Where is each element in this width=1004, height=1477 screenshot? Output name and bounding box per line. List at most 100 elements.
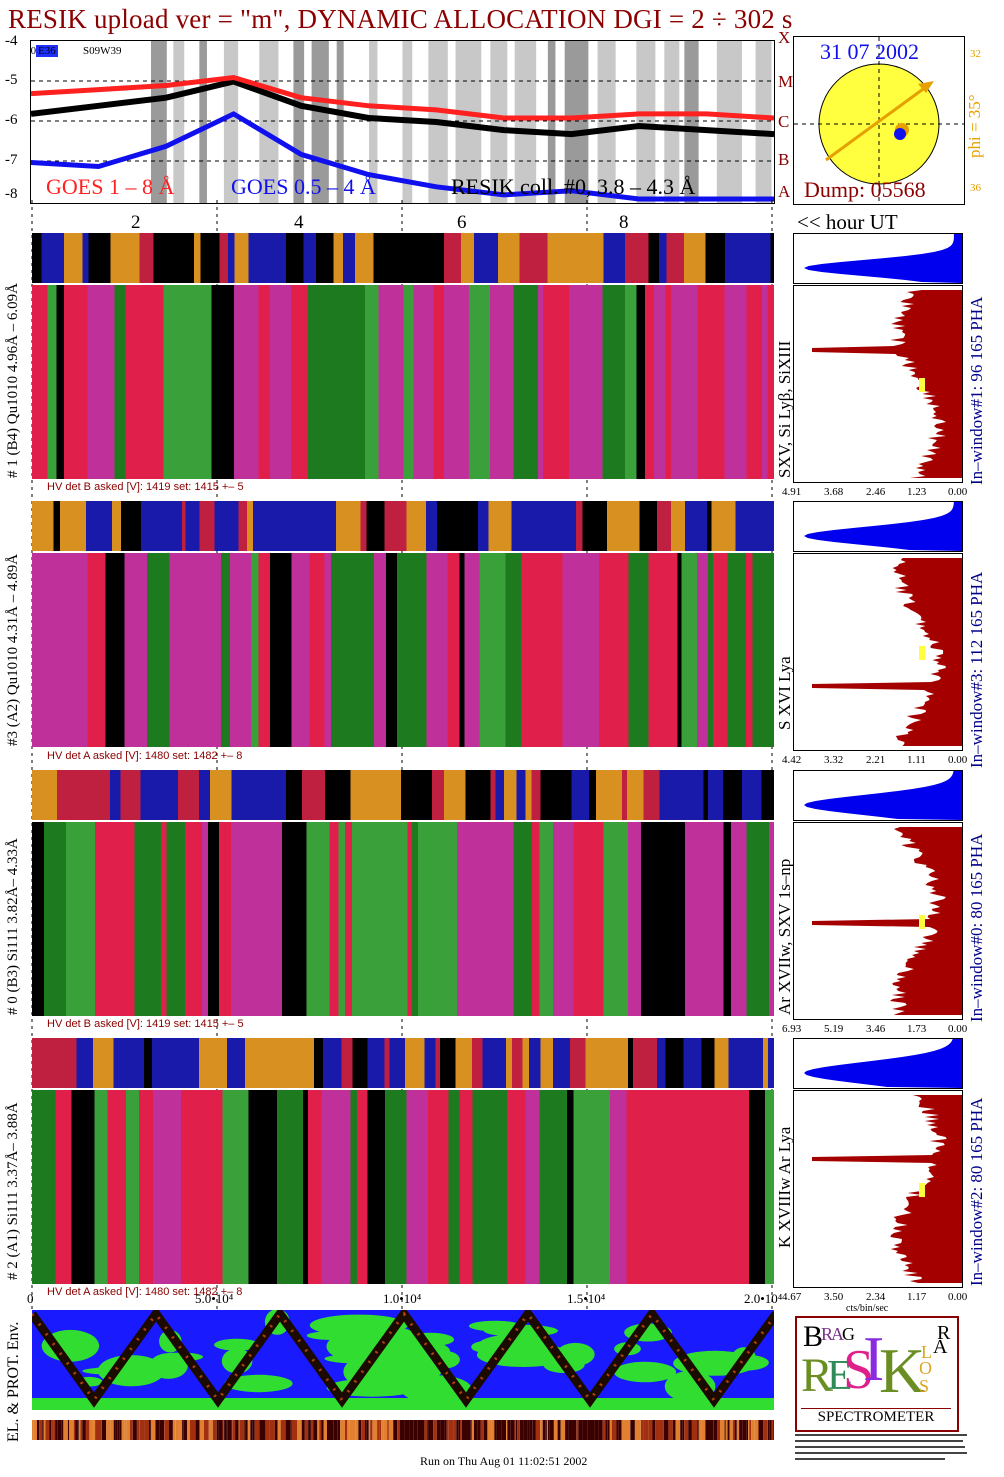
heat-cell (630, 1420, 635, 1440)
heat-cell (461, 1420, 466, 1440)
env-plot (32, 1310, 774, 1410)
heat-cell (598, 1420, 603, 1440)
legend-goes-054: GOES 0.5 – 4 Å (231, 174, 376, 199)
heat-cell (668, 1420, 673, 1440)
heat-cell (535, 1420, 541, 1440)
heat-cell (578, 1420, 583, 1440)
heat-cell (75, 1420, 78, 1440)
heat-cell (510, 1420, 515, 1440)
heat-cell (529, 1420, 533, 1440)
window-label-2: In–window#3: 112 165 PHA (967, 571, 986, 768)
heat-cell (746, 1420, 749, 1440)
heat-cell (648, 1420, 653, 1440)
spectrum-marker (919, 646, 925, 660)
heat-cell (250, 1420, 253, 1440)
heat-cell (117, 1420, 120, 1440)
heat-cell (634, 1420, 638, 1440)
heat-cell (583, 1420, 588, 1440)
heat-cell (771, 1420, 774, 1440)
heat-cell (93, 1420, 96, 1440)
heat-cell (724, 1420, 726, 1440)
heat-cell (542, 1420, 546, 1440)
goes-panel: S20 E36 S09W39 GOES 1 – 8 Å GOES 0.5 – 4… (30, 40, 775, 204)
spec2-xt-4: 1.11 (907, 754, 926, 766)
heat-cell (506, 1420, 508, 1440)
heat-cell (199, 1420, 204, 1440)
heat-cell (51, 1420, 54, 1440)
heat-cell (557, 1420, 561, 1440)
pha-profile (804, 771, 962, 820)
heat-cell (682, 1420, 685, 1440)
heat-cell (607, 1420, 610, 1440)
heat-cell (769, 1420, 772, 1440)
spectrum-marker (919, 378, 925, 392)
heat-cell (155, 1420, 158, 1440)
heat-cell (717, 1420, 720, 1440)
heat-cell (444, 1420, 447, 1440)
heat-cell (419, 1420, 425, 1440)
heat-cell (212, 1420, 217, 1440)
heat-cell (310, 1420, 314, 1440)
heat-cell (483, 1420, 488, 1440)
heat-cell (304, 1420, 308, 1440)
heat-cell (688, 1420, 692, 1440)
heat-cell (121, 1420, 125, 1440)
heat-cell (301, 1420, 305, 1440)
heat-cell (383, 1420, 386, 1440)
heat-cell (773, 1420, 774, 1440)
heat-cell (637, 1420, 641, 1440)
heat-cell (742, 1420, 747, 1440)
heat-cell (448, 1420, 453, 1440)
heat-cell (754, 1420, 759, 1440)
heat-cell (136, 1420, 140, 1440)
series-line-2 (31, 111, 774, 202)
series-line-1 (31, 74, 774, 121)
heat-cell (560, 1420, 566, 1440)
heat-cell (572, 1420, 577, 1440)
goes-gap-band (755, 41, 772, 203)
goes-gap-band (369, 41, 378, 203)
heat-cell (85, 1420, 90, 1440)
spec3-xt-1: 6.93 (782, 1023, 802, 1035)
heat-cell (297, 1420, 302, 1440)
spec2-xt-2: 3.32 (824, 754, 844, 766)
heat-cell (178, 1420, 180, 1440)
env-particle-blob (214, 1338, 260, 1351)
heat-cell (675, 1420, 681, 1440)
heat-cell (616, 1420, 618, 1440)
heat-cell (393, 1420, 398, 1440)
heat-cell (767, 1420, 770, 1440)
heat-cell (652, 1420, 656, 1440)
spec2-xt-3: 2.21 (866, 754, 886, 766)
heat-cell (80, 1420, 83, 1440)
heat-cell (684, 1420, 689, 1440)
heat-cell (89, 1420, 94, 1440)
spectrum-marker (919, 915, 925, 929)
heat-cell (216, 1420, 219, 1440)
heat-cell (514, 1420, 516, 1440)
heat-cell (361, 1420, 363, 1440)
heat-cell (263, 1420, 266, 1440)
panel-name-3: # 0 (B3) Si111 3.82Å– 4.33Å (5, 838, 21, 1015)
hour-label-4: 4 (294, 212, 304, 233)
sun-panel: 31 07 2002 Dump: 05568 (793, 36, 965, 205)
heat-cell (409, 1420, 414, 1440)
heat-cell (460, 1420, 462, 1440)
heat-cell (126, 1420, 130, 1440)
heat-cell (323, 1420, 327, 1440)
heat-cell (183, 1420, 188, 1440)
heat-cell (456, 1420, 459, 1440)
heat-cell (372, 1420, 378, 1440)
heat-cell (501, 1420, 507, 1440)
heat-cell (527, 1420, 530, 1440)
heat-cell (78, 1420, 81, 1440)
heat-cell (63, 1420, 68, 1440)
heat-cell (458, 1420, 461, 1440)
heat-cell (182, 1420, 184, 1440)
hv-label-4: HV det A asked [V]: 1480 set: 1482 +– 8 (47, 1286, 243, 1298)
heat-cell (655, 1420, 660, 1440)
heat-cell (39, 1420, 43, 1440)
heat-cell (739, 1420, 741, 1440)
sun-axis-top: 32 (970, 48, 981, 60)
env-particle-blob (471, 1341, 499, 1353)
